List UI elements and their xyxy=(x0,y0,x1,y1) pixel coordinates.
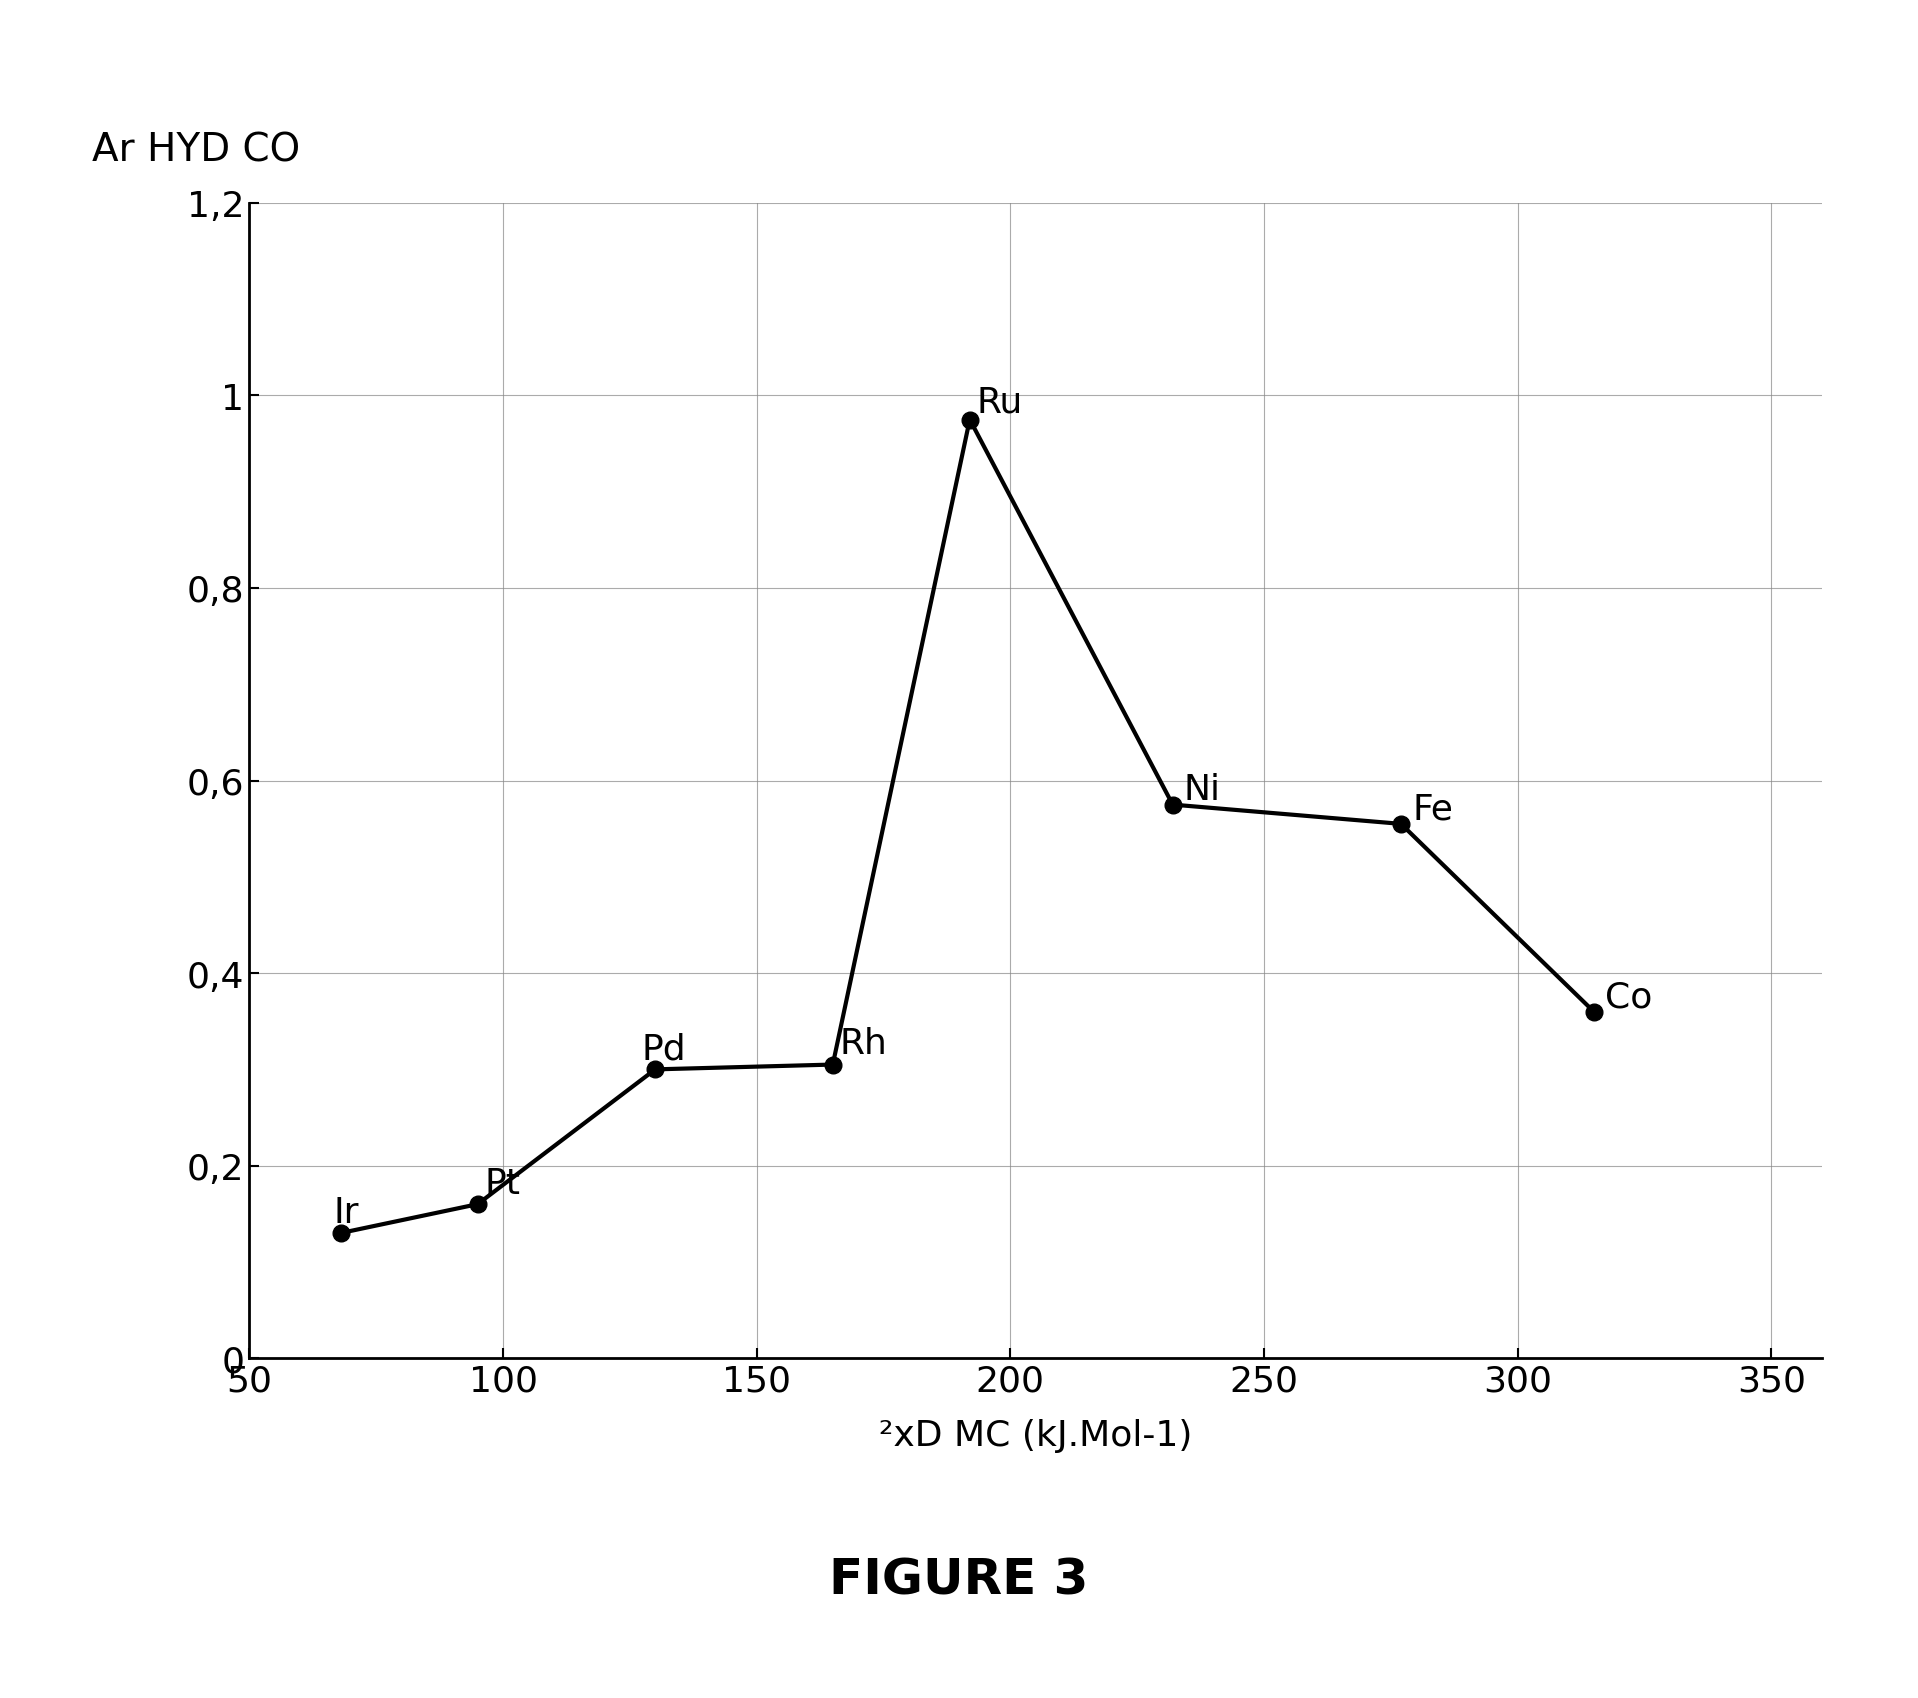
Text: Ar HYD CO: Ar HYD CO xyxy=(92,131,301,170)
Text: Pd: Pd xyxy=(641,1032,687,1066)
Text: Fe: Fe xyxy=(1412,791,1454,825)
Text: Co: Co xyxy=(1605,980,1651,1014)
Text: Rh: Rh xyxy=(840,1027,888,1061)
Text: FIGURE 3: FIGURE 3 xyxy=(829,1555,1089,1603)
Text: Pt: Pt xyxy=(485,1167,520,1200)
Text: Ru: Ru xyxy=(976,385,1022,419)
X-axis label: ²xD MC (kJ.Mol-1): ²xD MC (kJ.Mol-1) xyxy=(878,1418,1193,1452)
Text: Ir: Ir xyxy=(334,1195,359,1229)
Text: Ni: Ni xyxy=(1183,773,1222,807)
